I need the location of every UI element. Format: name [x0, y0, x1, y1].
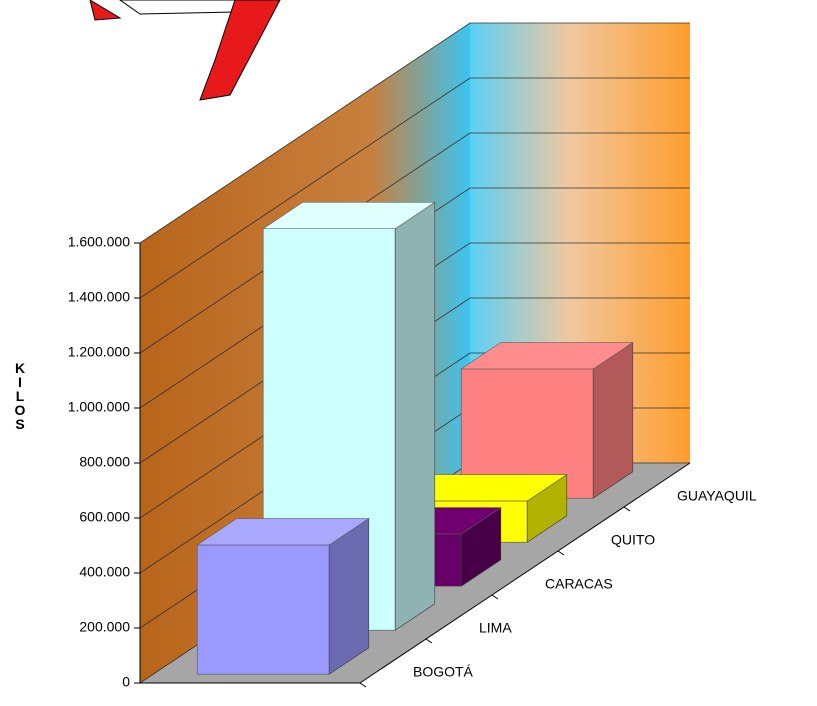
airplane	[89, 0, 281, 101]
grid-line	[139, 187, 690, 409]
x-tick-label: CARACAS	[545, 576, 613, 592]
x-tick	[623, 506, 631, 512]
y-axis-title: KILOS	[12, 360, 28, 430]
x-tick-label: QUITO	[611, 532, 655, 548]
x-tick-label: GUAYAQUIL	[677, 488, 757, 504]
x-tick	[557, 550, 565, 556]
y-tick-label: 0	[122, 674, 130, 690]
bar-top	[196, 518, 370, 546]
y-tick-label: 1.200.000	[68, 344, 130, 360]
depth-axis	[359, 462, 691, 684]
y-tick-label: 600.000	[79, 509, 130, 525]
x-tick-label: LIMA	[479, 620, 512, 636]
y-tick-label: 200.000	[79, 619, 130, 635]
bar	[460, 341, 634, 499]
y-tick-label: 800.000	[79, 454, 130, 470]
x-tick	[425, 638, 433, 644]
y-tick-label: 1.000.000	[68, 399, 130, 415]
bar-front	[196, 544, 330, 675]
x-tick	[491, 594, 499, 600]
y-tick-label: 1.600.000	[68, 234, 130, 250]
grid-line	[139, 242, 690, 464]
bar-top	[262, 202, 436, 229]
grid-line	[139, 297, 690, 519]
bar-side	[394, 201, 436, 631]
grid-line	[139, 132, 690, 354]
grid-line	[139, 77, 690, 299]
x-tick-label: BOGOTÁ	[413, 664, 474, 680]
y-tick-label: 400.000	[79, 564, 130, 580]
bar-top	[460, 342, 634, 370]
bar-side	[328, 517, 370, 675]
grid-line	[139, 22, 690, 244]
bar	[196, 517, 370, 675]
y-tick-label: 1.400.000	[68, 289, 130, 305]
bar-side	[592, 341, 634, 499]
x-tick	[359, 682, 367, 688]
